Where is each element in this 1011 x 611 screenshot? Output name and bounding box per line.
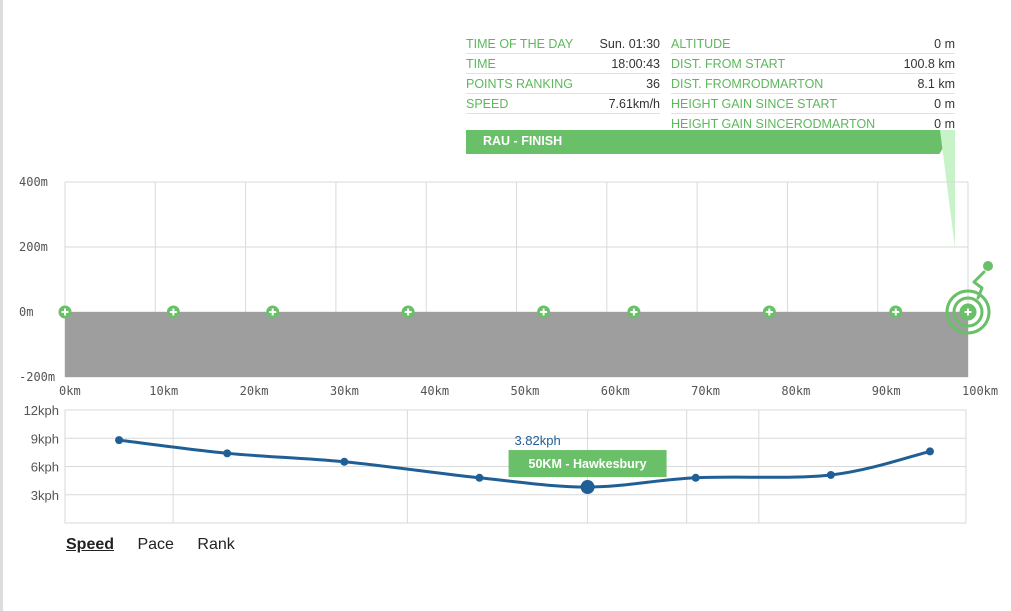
stat-key: SPEED (466, 97, 509, 111)
stat-value: 0 m (934, 117, 955, 131)
elevation-x-tick-label: 90km (872, 384, 901, 398)
stat-row-right: ALTITUDE 0 m (671, 35, 955, 54)
stat-key: DIST. FROM START (671, 57, 786, 71)
speed-point-highlight (580, 480, 595, 495)
elevation-y-tick-label: -200m (19, 370, 55, 384)
speed-point (475, 473, 484, 482)
elevation-x-tick-label: 10km (149, 384, 178, 398)
checkpoint-plus-v (271, 308, 274, 316)
stat-row-right: DIST. FROM START 100.8 km (671, 55, 955, 74)
elevation-x-tick-label: 20km (240, 384, 269, 398)
speed-point (115, 436, 124, 445)
stat-row-left: TIME 18:00:43 (466, 55, 660, 74)
stat-key: ALTITUDE (671, 37, 731, 51)
elevation-area (65, 312, 968, 377)
checkpoint-plus-v (894, 308, 897, 316)
banner-pointer (940, 130, 955, 248)
speed-y-tick-label: 9kph (31, 431, 59, 446)
stat-key: HEIGHT GAIN SINCERODMARTON (671, 117, 876, 131)
stats-table-left: TIME OF THE DAY Sun. 01:30 TIME 18:00:43 POI… (466, 35, 660, 115)
elevation-x-tick-label: 70km (691, 384, 720, 398)
checkpoint-plus-v (542, 308, 545, 316)
stat-value: 0 m (934, 37, 955, 51)
cyclist-head-icon (983, 261, 993, 271)
rider-ring-inner (959, 303, 977, 321)
stat-row-right: DIST. FROMRODMARTON 8.1 km (671, 75, 955, 94)
elevation-x-tick-label: 30km (330, 384, 359, 398)
speed-point (340, 457, 349, 466)
speed-tooltip-box (508, 450, 667, 478)
stat-row-right: HEIGHT GAIN SINCE START 0 m (671, 95, 955, 114)
speed-y-tick-label: 3kph (31, 488, 59, 503)
speed-point (826, 470, 835, 479)
stat-value: 8.1 km (917, 77, 955, 91)
checkpoint-plus-v (967, 308, 969, 316)
checkpoint-plus-v (64, 308, 66, 316)
speed-point (925, 447, 934, 456)
checkpoint-plus-v (407, 308, 410, 316)
speed-point (223, 449, 232, 458)
stats-table-right: ALTITUDE 0 m DIST. FROM START 100.8 km DIST.… (671, 35, 955, 135)
elevation-x-tick-label: 40km (420, 384, 449, 398)
stat-key: DIST. FROMRODMARTON (671, 77, 824, 91)
stat-key: POINTS RANKING (466, 77, 573, 91)
checkpoint-plus-v (172, 308, 175, 316)
checkpoint-plus-v (768, 308, 771, 316)
elevation-y-tick-label: 0m (19, 305, 33, 319)
elevation-x-tick-label: 80km (781, 384, 810, 398)
speed-highlight-value: 3.82kph (514, 433, 560, 448)
speed-y-tick-label: 12kph (24, 403, 59, 418)
stat-row-left: TIME OF THE DAY Sun. 01:30 (466, 35, 660, 54)
stat-key: TIME OF THE DAY (466, 37, 574, 51)
speed-line (118, 438, 931, 489)
stat-key: TIME (466, 57, 496, 71)
rider-ring-outer (945, 289, 991, 335)
stat-key: HEIGHT GAIN SINCE START (671, 97, 837, 111)
stat-value: 18:00:43 (611, 57, 660, 71)
elevation-x-tick-label: 0km (59, 384, 81, 398)
stat-value: 36 (646, 77, 660, 91)
elevation-y-tick-label: 400m (19, 175, 48, 189)
stat-row-left: POINTS RANKING 36 (466, 75, 660, 94)
stat-value: 100.8 km (903, 57, 955, 71)
rider-ring-middle (952, 296, 984, 328)
cyclist-body-icon (972, 270, 986, 300)
tab-rank[interactable]: Rank (197, 536, 235, 553)
left-edge-bar (0, 0, 3, 611)
stat-row-left: SPEED 7.61km/h (466, 95, 660, 114)
speed-tooltip-label: 50KM - Hawkesbury (529, 457, 647, 471)
finish-banner: RAU - FINISH (466, 130, 954, 154)
speed-y-tick-label: 6kph (31, 460, 59, 475)
tab-speed[interactable]: Speed (66, 536, 115, 553)
elevation-x-tick-label: 60km (601, 384, 630, 398)
checkpoint-plus-v (632, 308, 635, 316)
speed-point (691, 473, 700, 482)
stat-value: 0 m (934, 97, 955, 111)
elevation-x-tick-label: 50km (511, 384, 540, 398)
elevation-x-tick-label: 100km (962, 384, 998, 398)
metric-tabs: Speed Pace Rank (66, 536, 254, 554)
tab-pace[interactable]: Pace (137, 536, 174, 553)
stat-value: Sun. 01:30 (599, 37, 660, 51)
elevation-y-tick-label: 200m (19, 240, 48, 254)
stat-value: 7.61km/h (608, 97, 660, 111)
